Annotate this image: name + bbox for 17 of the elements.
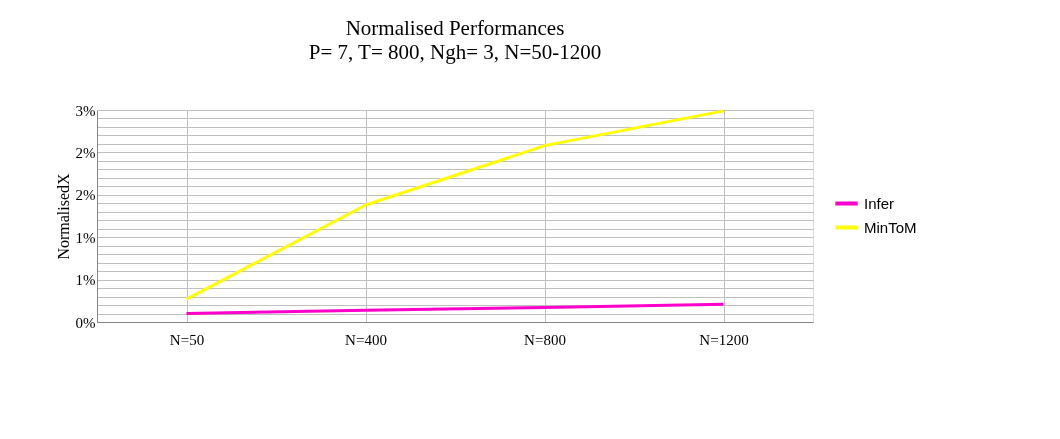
chart-title: Normalised Performances xyxy=(345,16,565,40)
y-axis-title: NormalisedX xyxy=(54,172,72,260)
legend-label: Infer xyxy=(864,194,895,212)
y-tick-label: 1% xyxy=(75,272,96,289)
y-tick-label: 2% xyxy=(75,187,96,204)
x-tick-label: N=400 xyxy=(345,331,387,348)
x-tick-label: N=50 xyxy=(169,331,205,348)
line-series xyxy=(185,109,725,301)
legend-label: MinToM xyxy=(864,218,917,236)
x-tick-label: N=800 xyxy=(524,331,566,348)
y-tick-label: 1% xyxy=(75,229,96,246)
line-series xyxy=(185,302,725,316)
y-tick-label: 0% xyxy=(75,314,96,331)
x-tick-label: N=1200 xyxy=(699,331,749,348)
y-tick-label: 2% xyxy=(75,144,96,161)
chart-subtitle: P= 7, T= 800, Ngh= 3, N=50-1200 xyxy=(308,40,602,64)
y-tick-label: 3% xyxy=(75,102,96,119)
